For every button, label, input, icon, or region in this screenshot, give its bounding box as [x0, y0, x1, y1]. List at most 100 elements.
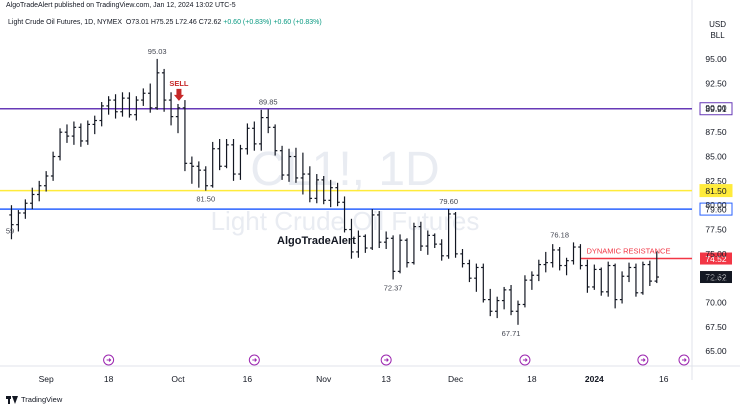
ohlc-bar: [335, 182, 340, 207]
price-tick-label: 87.50: [705, 127, 727, 137]
ohlc-bar: [307, 166, 313, 203]
ohlc-bar: [64, 124, 70, 143]
event-icon: [248, 354, 260, 366]
price-tick-label: 70.00: [705, 298, 727, 308]
last-price-tag-label: 72.62: [705, 273, 727, 283]
ohlc-bar: [363, 234, 368, 253]
ohlc-bar: [16, 210, 21, 232]
ohlc-bar: [453, 212, 458, 258]
ohlc-bar: [37, 180, 42, 202]
ohlc-bar: [626, 262, 632, 283]
ohlc-bar: [141, 88, 146, 106]
time-axis[interactable]: Sep 18 Oct 16 Nov 13 Dec 18 2024 16: [39, 374, 669, 384]
ohlc-bar: [474, 263, 479, 292]
ohlc-bar: [182, 100, 188, 172]
ohlc-bar: [245, 123, 250, 155]
price-tick-label: 90.00: [705, 103, 727, 113]
ohlc-bar: [321, 175, 326, 205]
ohlc-bar: [640, 261, 646, 295]
ohlc-bar: [508, 285, 514, 316]
ohlc-bar: [432, 233, 437, 249]
ohlc-bar: [43, 171, 49, 192]
ohlc-bar: [599, 267, 604, 296]
ohlc-bar: [57, 128, 63, 161]
dynamic-resistance-label: DYNAMIC RESISTANCE: [586, 247, 670, 256]
time-tick-label: Sep: [39, 374, 54, 384]
publisher-info: AlgoTradeAlert published on TradingView.…: [6, 2, 236, 9]
ohlc-bar: [390, 235, 396, 280]
ohlc-bar: [134, 96, 139, 121]
ohlc-bar: [425, 230, 430, 255]
event-arrow-icon: [682, 358, 687, 362]
watermark-ticker: CL1!, 1D: [250, 143, 439, 196]
price-annotation: 79.60: [439, 197, 458, 206]
ohlc-bar: [238, 144, 243, 180]
ohlc-bar: [161, 68, 167, 112]
ohlc-bar: [314, 174, 319, 204]
ohlc-bar: [154, 58, 160, 110]
ohlc-bar: [328, 179, 333, 208]
ohlc-bar: [612, 263, 618, 309]
time-tick-label: 18: [104, 374, 114, 384]
ohlc-bar: [300, 152, 306, 195]
price-tick-label: 75.00: [705, 249, 727, 259]
price-tick-label: 95.00: [705, 54, 727, 64]
bars-layer: [9, 58, 659, 325]
ohlc-bar: [50, 151, 56, 181]
symbol-name: Light Crude Oil Futures, 1D, NYMEX: [8, 19, 122, 26]
ohlc-bar: [571, 242, 576, 265]
change-value-2: +0.60 (+0.83%): [273, 19, 322, 26]
event-icon: [519, 354, 531, 366]
ohlc-bar: [99, 102, 104, 127]
price-annotation: 67.71: [502, 329, 521, 338]
event-arrow-icon: [106, 358, 112, 362]
event-icon: [103, 354, 115, 366]
level-tag-79.60: [699, 202, 733, 216]
ohlc-bar: [543, 251, 548, 273]
price-tick-label: 85.00: [705, 152, 727, 162]
ohlc-bar: [418, 221, 424, 251]
sell-arrow-icon: [173, 88, 184, 101]
time-tick-label: 18: [527, 374, 537, 384]
currency-line-2: BLL: [710, 31, 725, 40]
ohlc-bar: [522, 275, 528, 308]
event-icon: [678, 354, 690, 366]
annotations-layer: 95.03 89.85 81.50 79.60 76.18 72.37 67.71 59 SEL…: [6, 47, 569, 338]
ohlc-bar: [460, 248, 465, 268]
ohlc-bar: [293, 147, 299, 183]
ohlc-bar: [196, 161, 202, 188]
ohlc-bar: [404, 238, 410, 268]
ohlc-bar: [279, 145, 285, 180]
ohlc-bar: [446, 209, 451, 259]
event-arrow-icon: [252, 358, 258, 362]
ohlc-bar: [550, 244, 555, 268]
ohlc-bar: [633, 263, 639, 297]
tradingview-footer[interactable]: TradingView: [6, 395, 62, 404]
ohlc-bar: [494, 296, 500, 319]
ohlc-bar: [106, 96, 111, 115]
price-annotation: 89.85: [259, 97, 278, 106]
close-value: C72.62: [198, 19, 222, 26]
ohlc-bar: [377, 211, 382, 249]
levels-layer: 89.91 81.50 79.60 DYNAMIC RESISTANCE 74.52 72…: [0, 102, 733, 284]
price-axis[interactable]: 95.00 92.50 90.00 87.50 85.00 82.50 80.00 77.50…: [705, 54, 727, 356]
change-value: +0.60 (+0.83%): [223, 19, 272, 26]
ohlc-bar: [370, 209, 375, 250]
time-tick-label: Dec: [448, 374, 464, 384]
ohlc-bar: [654, 251, 659, 284]
ohlc-bar: [349, 218, 354, 259]
ohlc-bar: [439, 239, 444, 261]
currency-unit[interactable]: USD BLL: [709, 19, 726, 41]
sell-signal-label: SELL: [169, 79, 189, 88]
tradingview-logo-icon: [6, 395, 18, 404]
level-tag-label: 81.50: [705, 186, 727, 196]
price-annotation: 76.18: [550, 230, 569, 239]
ohlc-bar: [515, 300, 521, 325]
time-tick-label: Nov: [316, 374, 332, 384]
dynamic-resistance-tag: [700, 252, 732, 265]
ohlc-bar: [342, 196, 347, 233]
ohlc-bar: [467, 259, 472, 283]
ohlc-bar: [529, 271, 535, 290]
last-price-tag: [700, 271, 732, 284]
